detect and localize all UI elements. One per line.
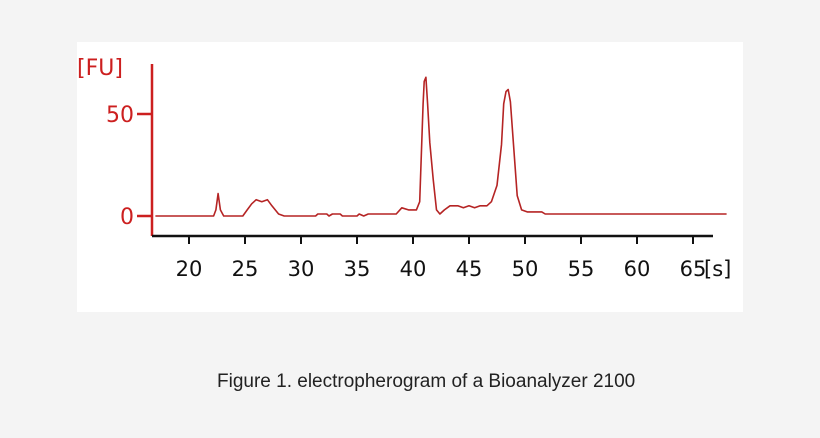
x-axis-title: [s] xyxy=(704,257,731,281)
x-tick-label-60: 60 xyxy=(624,257,651,281)
y-tick-label-0: 0 xyxy=(120,205,134,230)
electropherogram-chart: [FU] 0 50 20 25 30 35 40 45 50 55 60 65[s] xyxy=(77,56,731,281)
figure-caption: Figure 1. electropherogram of a Bioanaly… xyxy=(217,371,636,392)
x-tick-label-30: 30 xyxy=(288,257,315,281)
x-tick-label-65: 65 xyxy=(680,257,707,281)
x-tick-label-25: 25 xyxy=(232,257,259,281)
x-tick-label-50: 50 xyxy=(512,257,539,281)
trace-group xyxy=(155,76,727,217)
x-tick-label-45: 45 xyxy=(456,257,483,281)
series-line-0 xyxy=(155,76,727,217)
y-axis-title: [FU] xyxy=(77,56,123,81)
x-tick-label-35: 35 xyxy=(344,257,371,281)
x-tick-label-20: 20 xyxy=(176,257,203,281)
x-tick-label-40: 40 xyxy=(400,257,427,281)
y-axis: [FU] 0 50 xyxy=(77,56,154,236)
y-tick-label-50: 50 xyxy=(106,103,134,128)
chart-panel: [FU] 0 50 20 25 30 35 40 45 50 55 60 65 [s] xyxy=(77,42,743,312)
x-axis: 20 25 30 35 40 45 50 55 60 65[s] xyxy=(152,234,731,281)
x-tick-label-55: 55 xyxy=(568,257,595,281)
